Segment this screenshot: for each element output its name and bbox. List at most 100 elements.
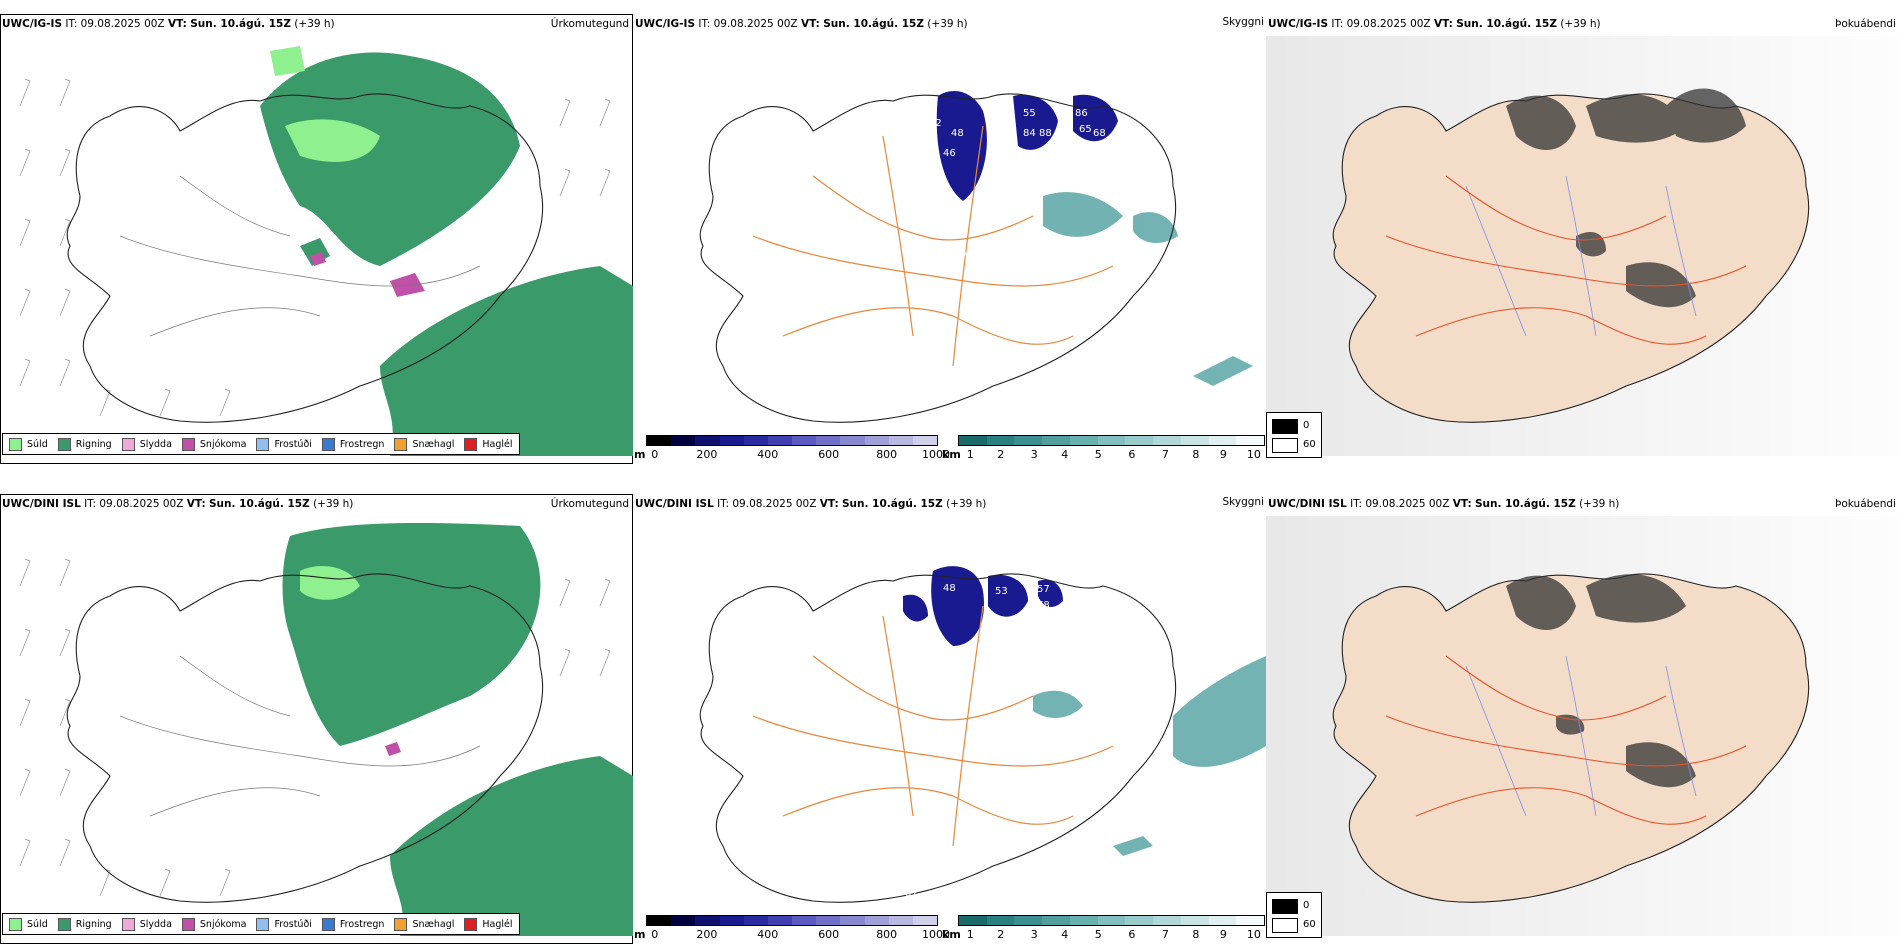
height-label: 68 (1093, 128, 1106, 139)
legend-item: Slydda (121, 917, 172, 931)
height-label: 65 (1079, 124, 1092, 135)
legend-item: Rigning (57, 917, 112, 931)
ceiling-ticks-top: 0 200 400 600 800 1000 (651, 448, 950, 461)
drizzle-areas (300, 566, 360, 600)
panel-title: Þokuábendi (1835, 498, 1896, 510)
panel-header: UWC/DINI ISL IT: 09.08.2025 00Z VT: Sun.… (635, 498, 987, 510)
precip-legend-top: Súld Rigning Slydda Snjókoma Frostúði Fr… (2, 433, 520, 455)
vis-ticks-top: 1 2 3 4 5 6 7 8 9 10 (966, 448, 1261, 461)
ceiling-ticks-bottom: 0 200 400 600 800 1000 (651, 928, 950, 941)
legend-item: Haglél (464, 437, 513, 451)
iceland-outline (66, 93, 544, 423)
panel-title: Skyggni (1222, 16, 1265, 28)
height-label: 48 (943, 583, 956, 594)
precip-map (19, 46, 633, 456)
cloud-vis-panel-bottom: UWC/DINI ISL IT: 09.08.2025 00Z VT: Sun.… (633, 494, 1266, 944)
legend-swatch (321, 437, 335, 451)
legend-item: Snjókoma (181, 917, 246, 931)
vis-ticks-bottom: 1 2 3 4 5 6 7 8 9 10 (966, 928, 1261, 941)
panel-title: Skyggni (1222, 496, 1265, 508)
height-label: 168 (1015, 738, 1034, 749)
legend-swatch (394, 917, 408, 931)
fog-swatch (1272, 918, 1298, 933)
height-label: 84 (1023, 128, 1036, 139)
height-labels: 48 53 57 78 93 208 168 87 (905, 578, 1086, 899)
road-lines (119, 175, 481, 337)
height-label: 87 (905, 888, 918, 899)
height-label: 124 (948, 248, 967, 259)
road-network (752, 125, 1114, 367)
fog-legend-top: 0 60 (1266, 412, 1322, 458)
fog-panel-bottom: UWC/DINI ISL IT: 09.08.2025 00Z VT: Sun.… (1266, 494, 1900, 944)
legend-item: Snæhagl (394, 917, 454, 931)
vis-unit: km (942, 448, 961, 461)
legend-swatch (464, 917, 478, 931)
cloud-map: 48 46 52 55 84 88 88 86 65 68 80 124 127 (699, 91, 1253, 423)
legend-swatch (256, 437, 270, 451)
height-label: 93 (1073, 578, 1086, 589)
height-label: 55 (1023, 108, 1036, 119)
legend-item: Frostúði (256, 917, 312, 931)
road-lines (119, 655, 481, 817)
road-network (752, 605, 1114, 847)
precip-legend-bottom: Súld Rigning Slydda Snjókoma Frostúði Fr… (2, 913, 520, 935)
rivers (1465, 655, 1697, 817)
road-network (1385, 175, 1747, 345)
ceiling-colorbar-top (646, 435, 938, 446)
height-label: 53 (995, 586, 1008, 597)
drizzle-areas (270, 46, 380, 162)
legend-item: Súld (9, 917, 48, 931)
legend-swatch (181, 917, 195, 931)
legend-swatch (121, 437, 135, 451)
panel-header: UWC/IG-IS IT: 09.08.2025 00Z VT: Sun. 10… (1268, 18, 1601, 30)
legend-swatch (57, 917, 71, 931)
legend-swatch (394, 437, 408, 451)
fog-shading (1506, 574, 1696, 788)
iceland-outline (699, 93, 1177, 423)
land-fill (1332, 93, 1810, 423)
fog-map (1266, 36, 1900, 456)
vis-colorbar-top (958, 435, 1265, 446)
cloud-map: 48 53 57 78 93 208 168 87 (699, 566, 1266, 903)
vis-unit: km (942, 928, 961, 941)
ceiling-areas (903, 566, 1063, 646)
fog-legend-bottom: 0 60 (1266, 892, 1322, 938)
panel-header: UWC/IG-IS IT: 09.08.2025 00Z VT: Sun. 10… (635, 18, 968, 30)
panel-header: UWC/DINI ISL IT: 09.08.2025 00Z VT: Sun.… (1268, 498, 1620, 510)
iceland-outline (66, 573, 544, 903)
wind-barbs (19, 558, 611, 897)
legend-swatch (321, 917, 335, 931)
cloud-vis-panel-top: UWC/IG-IS IT: 09.08.2025 00Z VT: Sun. 10… (633, 14, 1266, 464)
legend-swatch (181, 437, 195, 451)
ceiling-unit: m (634, 448, 646, 461)
height-label: 46 (943, 148, 956, 159)
height-labels: 48 46 52 55 84 88 88 86 65 68 80 124 127 (929, 108, 1134, 287)
snow-areas (385, 742, 401, 756)
panel-title: Þokuábendi (1835, 18, 1896, 30)
height-label: 86 (1075, 108, 1088, 119)
land-fill (1332, 573, 1810, 903)
ceiling-areas (936, 91, 1118, 201)
wind-barbs (19, 78, 611, 417)
rain-areas (260, 52, 633, 456)
legend-swatch (121, 917, 135, 931)
fog-swatch (1272, 899, 1298, 914)
fog-swatch (1272, 419, 1298, 434)
legend-item: Haglél (464, 917, 513, 931)
fog-shading (1506, 88, 1746, 308)
height-label: 88 (1049, 143, 1062, 154)
panel-title: Úrkomutegund (550, 498, 629, 510)
vis-areas (1033, 656, 1266, 856)
height-label: 80 (1023, 268, 1036, 279)
height-label: 208 (933, 722, 952, 733)
vis-colorbar-bottom (958, 915, 1265, 926)
legend-swatch (256, 917, 270, 931)
height-label: 48 (951, 128, 964, 139)
height-label: 57 (1037, 584, 1050, 595)
panel-header: UWC/DINI ISL IT: 09.08.2025 00Z VT: Sun.… (2, 498, 354, 510)
height-label: 78 (1037, 600, 1050, 611)
legend-item: Snjókoma (181, 437, 246, 451)
ceiling-colorbar-bottom (646, 915, 938, 926)
height-label: 127 (1115, 276, 1134, 287)
legend-item: Slydda (121, 437, 172, 451)
